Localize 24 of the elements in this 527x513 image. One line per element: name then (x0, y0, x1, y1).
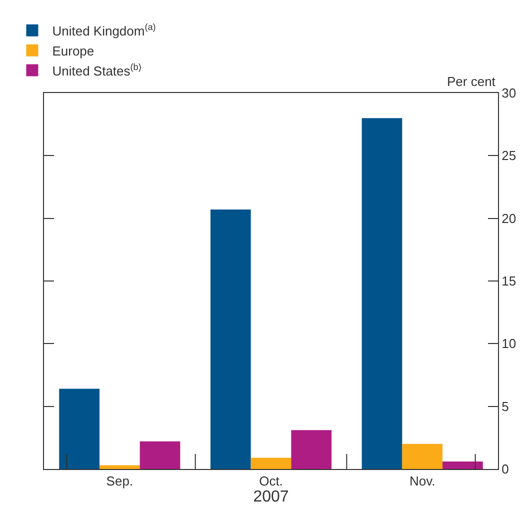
bar (210, 210, 251, 469)
legend-label: Europe (52, 43, 94, 58)
y-tick-label: 30 (502, 86, 516, 101)
bar (250, 458, 292, 469)
y-tick-label: 10 (502, 336, 516, 352)
bar (362, 118, 402, 469)
y-tick-label: 0 (502, 462, 509, 477)
y-tick-label: 20 (502, 210, 516, 226)
y-axis-title: Per cent (447, 74, 496, 89)
y-tick-label: 5 (502, 398, 509, 414)
y-tick-label: 15 (502, 274, 516, 289)
x-axis-title: 2007 (253, 488, 289, 506)
x-tick-label: Nov. (409, 474, 436, 489)
legend-label: United Kingdom$^{(a)}$ (52, 22, 156, 38)
bar (140, 441, 180, 469)
x-tick-label: Sep. (106, 474, 134, 489)
bar (59, 388, 100, 469)
bar (291, 430, 332, 469)
legend-label: United States$^{(b)}$ (52, 62, 142, 78)
y-tick-label: 25 (502, 148, 516, 164)
x-tick-label: Oct. (259, 474, 283, 489)
bar (402, 444, 443, 469)
bar (442, 461, 483, 469)
bar (99, 465, 140, 469)
